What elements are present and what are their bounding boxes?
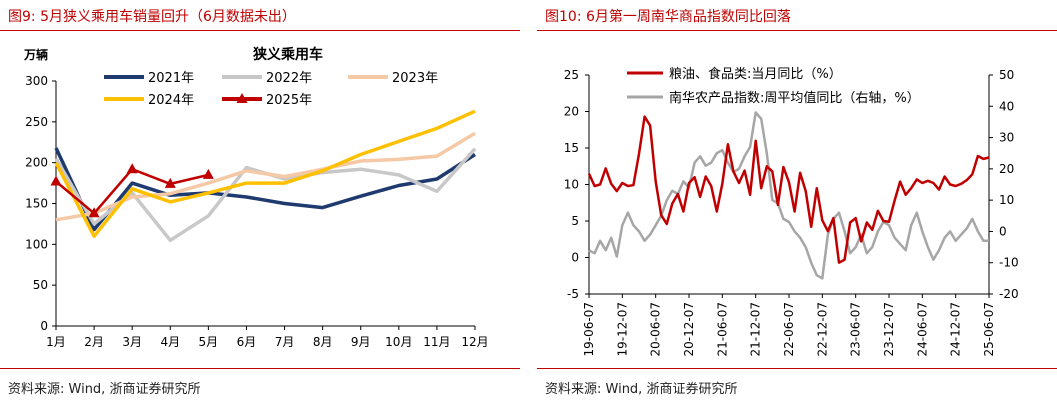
car-sales-chart: 万辆 狭义乘用车 0 50 100 150 200 250 300 1月 2月 3月 4月 5月 6月 7… — [23, 46, 489, 349]
x-tick-label: 23-06-07 — [849, 302, 863, 356]
x-tick-label: 3月 — [122, 335, 142, 349]
data-point — [126, 163, 138, 174]
legend-label: 2021年 — [148, 71, 194, 86]
y-tick-label: 50 — [33, 278, 48, 292]
legend-item: 2025年 — [222, 93, 312, 108]
left-y-tick-label: 10 — [564, 178, 579, 192]
x-tick-label: 24-06-07 — [915, 302, 929, 356]
legend: 2021年 2022年 2023年 2024年 2025年 — [104, 71, 438, 108]
data-point — [164, 177, 176, 188]
series-line-2023年 — [55, 131, 476, 222]
legend-label: 2025年 — [266, 93, 312, 108]
x-tick-label: 24-12-07 — [949, 302, 963, 356]
legend-item: 2023年 — [348, 71, 438, 86]
x-tick-label: 21-06-07 — [715, 302, 729, 356]
series-line-2022年 — [54, 147, 477, 243]
y-tick-label: 200 — [25, 156, 48, 170]
x-tick-label: 12月 — [461, 335, 488, 349]
right-y-tick-label: 30 — [999, 131, 1014, 145]
x-tick-label: 2月 — [84, 335, 104, 349]
title-rule — [537, 30, 1057, 31]
left-y-tick-label: 15 — [564, 141, 579, 155]
legend-label: 2024年 — [148, 93, 194, 108]
right-y-tick-label: 0 — [999, 224, 1007, 238]
source-note: 资料来源: Wind, 浙商证券研究所 — [545, 382, 738, 397]
footer-rule — [0, 368, 520, 369]
left-figure: 图9: 5月狭义乘用车销量回升（6月数据未出） 万辆 狭义乘用车 0 50 100 1… — [0, 0, 520, 403]
x-tick-label: 22-12-07 — [815, 302, 829, 356]
x-tick-label: 6月 — [237, 335, 257, 349]
right-y-tick-label: 20 — [999, 162, 1014, 176]
left-y-tick-label: 25 — [564, 68, 579, 82]
right-y-tick-label: 50 — [999, 68, 1014, 82]
figure-9-title: 图9: 5月狭义乘用车销量回升（6月数据未出） — [8, 9, 296, 25]
data-point — [88, 207, 100, 218]
figure-10-title: 图10: 6月第一周南华商品指数同比回落 — [545, 9, 791, 25]
right-figure: 图10: 6月第一周南华商品指数同比回落 -5 0 5 10 15 20 25 -20 -10 0… — [537, 0, 1057, 403]
chart-title: 狭义乘用车 — [252, 46, 323, 63]
right-y-tick-label: 10 — [999, 193, 1014, 207]
right-y-tick-label: -20 — [999, 287, 1019, 301]
x-tick-label: 7月 — [275, 335, 295, 349]
x-tick-label: 10月 — [385, 335, 412, 349]
right-y-tick-label: 40 — [999, 99, 1014, 113]
legend: 粮油、食品类:当月同比（%） 南华农产品指数:周平均值同比（右轴，%） — [627, 66, 920, 106]
legend-label: 2022年 — [266, 71, 312, 86]
x-tick-label: 19-06-07 — [582, 302, 596, 356]
x-tick-label: 5月 — [199, 335, 219, 349]
source-note: 资料来源: Wind, 浙商证券研究所 — [8, 382, 201, 397]
y-tick-label: 0 — [40, 319, 48, 333]
x-tick-label: 4月 — [160, 335, 180, 349]
y-tick-label: 300 — [25, 74, 48, 88]
nanhua-index-chart: -5 0 5 10 15 20 25 -20 -10 0 10 20 30 40 50 19-06-07 19-… — [564, 66, 1019, 356]
x-tick-label: 8月 — [313, 335, 333, 349]
legend-item: 2024年 — [104, 93, 194, 108]
x-tick-label: 20-12-07 — [682, 302, 696, 356]
y-tick-label: 150 — [25, 197, 48, 211]
y-tick-label: 100 — [25, 237, 48, 251]
x-tick-label: 9月 — [351, 335, 371, 349]
legend-item: 2021年 — [104, 71, 194, 86]
left-y-tick-label: 5 — [571, 214, 579, 228]
legend-item: 粮油、食品类:当月同比（%） — [627, 66, 842, 82]
x-tick-label: 1月 — [46, 335, 66, 349]
left-y-tick-label: 20 — [564, 105, 579, 119]
x-tick-label: 19-12-07 — [615, 302, 629, 356]
legend-marker — [236, 93, 248, 103]
legend-item: 南华农产品指数:周平均值同比（右轴，%） — [627, 90, 920, 106]
left-y-tick-label: -5 — [567, 287, 579, 301]
x-tick-label: 22-06-07 — [782, 302, 796, 356]
series-line-2021年 — [54, 147, 476, 232]
x-tick-label: 11月 — [423, 335, 450, 349]
right-y-tick-label: -10 — [999, 256, 1019, 270]
legend-label: 2023年 — [392, 71, 438, 86]
series-line-2024年 — [54, 109, 476, 238]
y-tick-label: 250 — [25, 115, 48, 129]
data-point — [202, 168, 214, 179]
series-line-grain — [587, 115, 990, 264]
left-y-tick-label: 0 — [571, 251, 579, 265]
legend-label: 粮油、食品类:当月同比（%） — [669, 66, 842, 82]
x-tick-label: 21-12-07 — [749, 302, 763, 356]
x-tick-label: 25-06-07 — [982, 302, 996, 356]
series-line-nanhua — [588, 111, 989, 280]
x-tick-label: 20-06-07 — [649, 302, 663, 356]
data-point — [50, 175, 62, 186]
y-unit-label: 万辆 — [23, 47, 48, 62]
legend-item: 2022年 — [222, 71, 312, 86]
legend-label: 南华农产品指数:周平均值同比（右轴，%） — [669, 90, 920, 106]
footer-rule — [537, 368, 1057, 369]
title-rule — [0, 30, 520, 31]
x-tick-label: 23-12-07 — [882, 302, 896, 356]
